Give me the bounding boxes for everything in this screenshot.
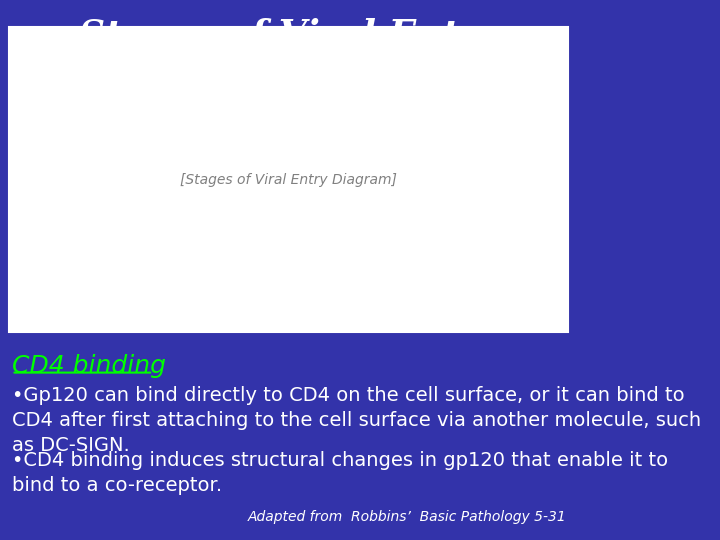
Text: •CD4 binding induces structural changes in gp120 that enable it to
bind to a co-: •CD4 binding induces structural changes … <box>12 451 667 495</box>
Text: Adapted from  Robbins’  Basic Pathology 5-31: Adapted from Robbins’ Basic Pathology 5-… <box>248 510 566 524</box>
Text: Stages of Viral Entry: Stages of Viral Entry <box>78 18 499 52</box>
Text: [Stages of Viral Entry Diagram]: [Stages of Viral Entry Diagram] <box>181 173 397 186</box>
Text: •Gp120 can bind directly to CD4 on the cell surface, or it can bind to
CD4 after: •Gp120 can bind directly to CD4 on the c… <box>12 386 701 455</box>
FancyBboxPatch shape <box>9 27 568 332</box>
Text: CD4 binding: CD4 binding <box>12 354 166 377</box>
